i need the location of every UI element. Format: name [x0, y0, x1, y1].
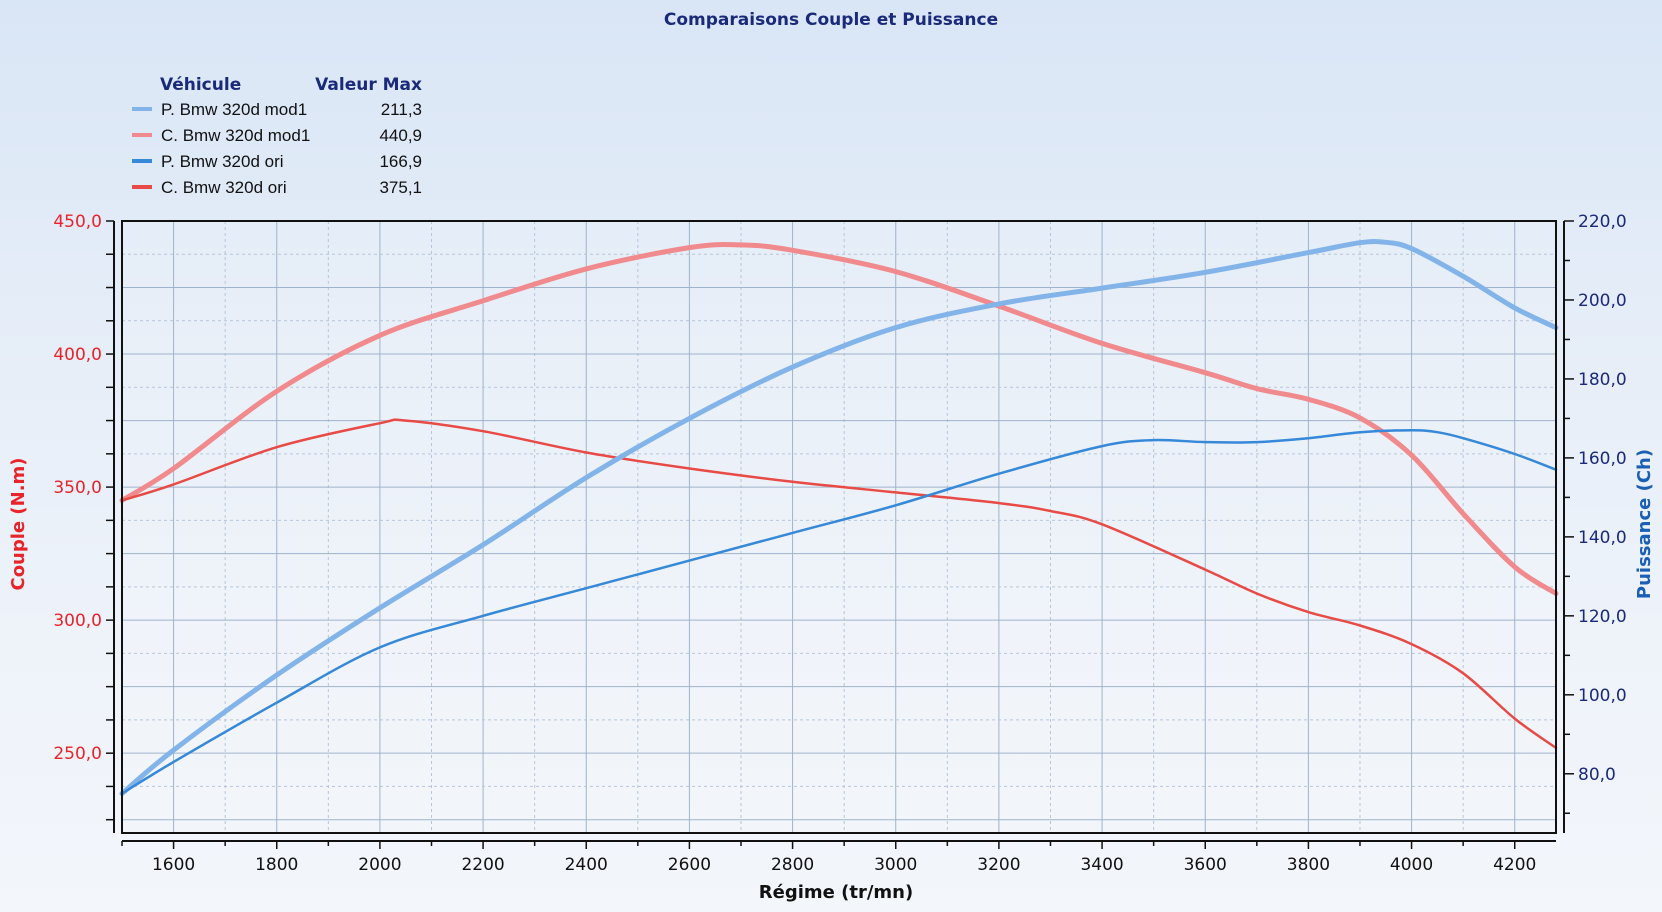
legend-series-name: C. Bmw 320d mod1	[161, 126, 310, 145]
legend-header-max: Valeur Max	[315, 75, 422, 95]
y-right-tick-label: 100,0	[1578, 686, 1627, 706]
legend-series-max: 211,3	[381, 100, 422, 119]
x-tick-label: 3600	[1184, 855, 1227, 875]
series-layer	[119, 238, 1559, 796]
legend-series-max: 440,9	[379, 126, 422, 145]
legend-series-max: 375,1	[379, 178, 422, 197]
y-right-tick-label: 80,0	[1578, 765, 1616, 785]
x-tick-label: 4000	[1390, 855, 1433, 875]
legend: Véhicule Valeur Max P. Bmw 320d mod1 211,…	[132, 75, 422, 197]
y-left-tick-label: 450,0	[53, 212, 102, 232]
x-tick-label: 1600	[152, 855, 195, 875]
legend-header-vehicle: Véhicule	[160, 75, 241, 95]
legend-series-name: P. Bmw 320d mod1	[161, 100, 307, 119]
legend-series-max: 166,9	[379, 152, 422, 171]
series-line-p-bmw-320d-ori	[120, 429, 1558, 795]
series-line-p-bmw-320d-mod1	[119, 238, 1559, 796]
chart-title: Comparaisons Couple et Puissance	[664, 10, 998, 30]
plot-area	[122, 221, 1556, 833]
y-right-tick-label: 180,0	[1578, 370, 1627, 390]
axes: 1600 1800 2000 2200 2400 2600 2800 3000 3200 3400…	[53, 212, 1626, 875]
x-axis-title: Régime (tr/mn)	[759, 882, 913, 903]
x-tick-label: 3200	[977, 855, 1020, 875]
y-left-tick-label: 400,0	[53, 345, 102, 365]
x-tick-label: 2400	[565, 855, 608, 875]
y-right-tick-label: 220,0	[1578, 212, 1627, 232]
x-tick-label: 4200	[1493, 855, 1536, 875]
x-tick-label: 2800	[771, 855, 814, 875]
series-line-c-bmw-320d-mod1	[119, 242, 1559, 596]
y-axis-left-title: Couple (N.m)	[8, 457, 29, 590]
y-right-tick-label: 140,0	[1578, 528, 1627, 548]
y-right-tick-label: 120,0	[1578, 607, 1627, 627]
y-axis-right-title: Puissance (Ch)	[1634, 449, 1655, 599]
y-left-tick-label: 250,0	[53, 744, 102, 764]
x-tick-label: 2000	[358, 855, 401, 875]
x-tick-label: 3000	[874, 855, 917, 875]
x-tick-label: 3800	[1287, 855, 1330, 875]
legend-series-name: C. Bmw 320d ori	[161, 178, 287, 197]
plot-frame	[121, 220, 1557, 834]
y-left-tick-label: 350,0	[53, 478, 102, 498]
y-right-tick-label: 160,0	[1578, 449, 1627, 469]
y-right-tick-label: 200,0	[1578, 291, 1627, 311]
x-tick-label: 2600	[668, 855, 711, 875]
x-tick-label: 1800	[255, 855, 298, 875]
x-tick-label: 3400	[1080, 855, 1123, 875]
y-left-tick-label: 300,0	[53, 611, 102, 631]
legend-series-name: P. Bmw 320d ori	[161, 152, 284, 171]
x-tick-label: 2200	[461, 855, 504, 875]
